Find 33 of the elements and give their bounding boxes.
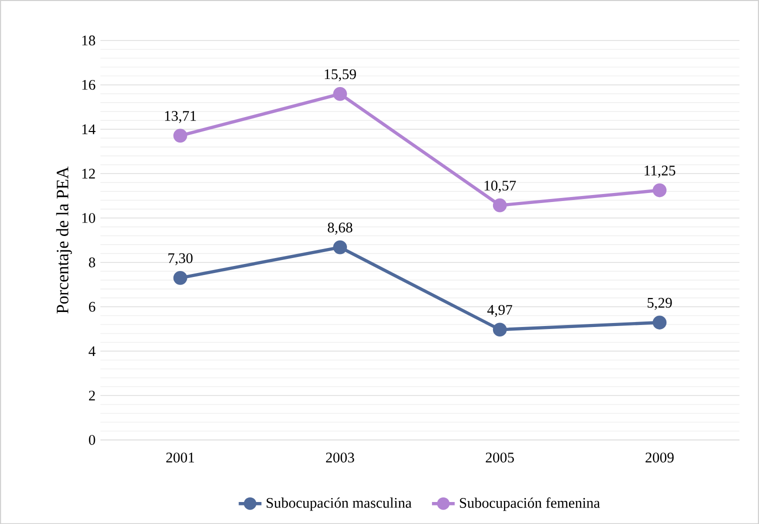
x-tick-label: 2005	[486, 452, 514, 462]
data-label: 4,97	[487, 304, 512, 317]
point	[652, 315, 667, 330]
point	[173, 270, 188, 285]
y-tick-label: 18	[82, 35, 96, 46]
data-label: 11,25	[644, 165, 676, 178]
point	[333, 86, 347, 101]
y-tick-label: 6	[88, 302, 96, 312]
y-tick-label: 12	[82, 168, 95, 178]
data-label: 8,68	[328, 222, 352, 234]
legend-label: Subocupación femenina	[460, 497, 600, 511]
y-tick-label: 2	[89, 390, 95, 400]
x-tick-label: 2001	[166, 452, 194, 462]
point	[333, 240, 347, 254]
point	[492, 198, 507, 212]
y-tick-label: 8	[88, 257, 96, 268]
point	[173, 128, 188, 142]
data-label: 13,71	[165, 110, 196, 123]
point	[492, 322, 507, 336]
y-tick-label: 0	[88, 434, 96, 445]
y-tick-label: 16	[82, 80, 96, 90]
y-tick-label: 4	[88, 346, 96, 356]
data-label: 5,29	[648, 298, 672, 310]
y-tick-label: 10	[82, 212, 96, 223]
y-axis-title: Porcentaje de la PEA	[56, 166, 72, 314]
x-tick-label: 2009	[646, 452, 674, 462]
data-label: 15,59	[324, 69, 356, 82]
legend-label: Subocupación masculina	[266, 497, 412, 511]
point	[652, 183, 667, 198]
data-label: 7,30	[168, 253, 193, 266]
y-tick-label: 14	[82, 124, 96, 134]
data-label: 10,57	[484, 180, 516, 193]
x-tick-label: 2003	[326, 452, 354, 462]
